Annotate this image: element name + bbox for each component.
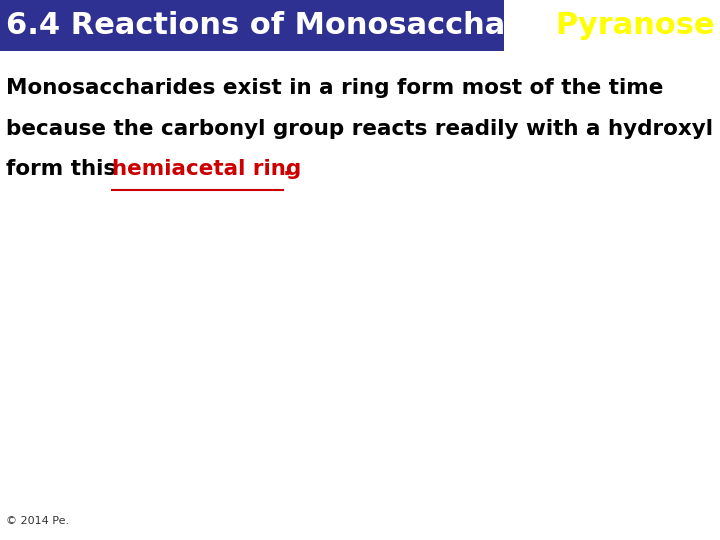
- FancyBboxPatch shape: [0, 208, 503, 529]
- Text: hemiacetal ring: hemiacetal ring: [112, 159, 302, 179]
- Text: Monosaccharides exist in a ring form most of the time: Monosaccharides exist in a ring form mos…: [6, 78, 663, 98]
- Text: © 2014 Pe.: © 2014 Pe.: [6, 516, 69, 526]
- Text: Pyranose: Pyranose: [555, 11, 714, 40]
- Text: form this: form this: [6, 159, 124, 179]
- Text: 6.4 Reactions of Monosaccharides:: 6.4 Reactions of Monosaccharides:: [6, 11, 614, 40]
- Text: because the carbonyl group reacts readily with a hydroxyl to: because the carbonyl group reacts readil…: [6, 119, 720, 139]
- FancyBboxPatch shape: [0, 0, 503, 51]
- Text: .: .: [283, 159, 292, 179]
